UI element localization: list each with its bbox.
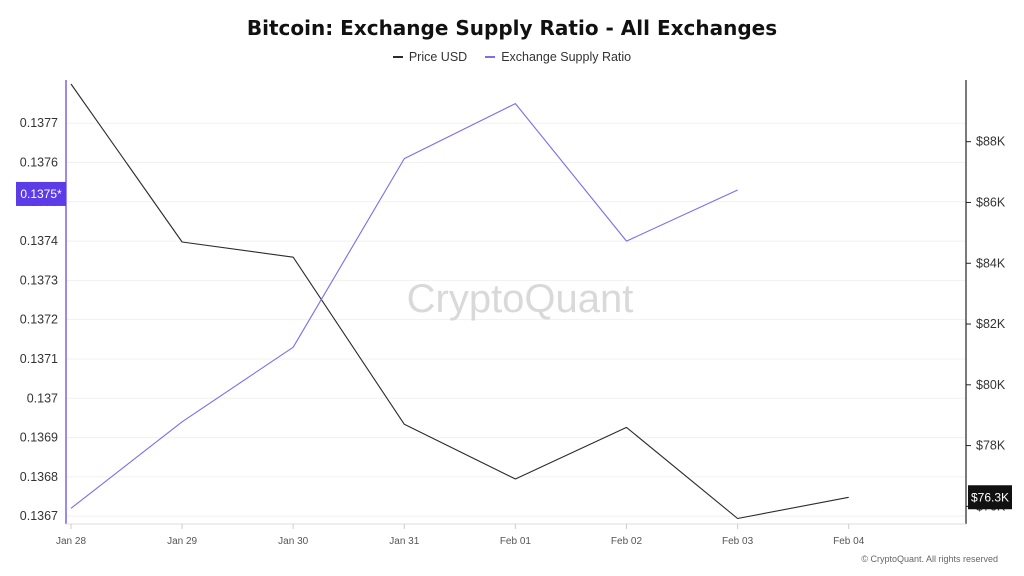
y-left-tick-label: 0.137 bbox=[27, 391, 58, 405]
y-right-tick-label: $80K bbox=[976, 378, 1006, 392]
legend-swatch-ratio bbox=[485, 56, 496, 58]
x-tick-label: Feb 01 bbox=[500, 536, 532, 547]
legend: Price USD Exchange Supply Ratio bbox=[0, 50, 1024, 64]
x-tick-label: Jan 31 bbox=[389, 536, 419, 547]
watermark: CryptoQuant bbox=[407, 277, 634, 321]
copyright-text: © CryptoQuant. All rights reserved bbox=[861, 554, 998, 564]
x-tick-label: Jan 29 bbox=[167, 536, 197, 547]
y-right-tick-label: $84K bbox=[976, 256, 1006, 270]
y-left-tick-label: 0.1367 bbox=[20, 509, 58, 523]
x-tick-label: Feb 03 bbox=[722, 536, 754, 547]
x-tick-label: Jan 30 bbox=[278, 536, 308, 547]
current-value-badge-left bbox=[16, 181, 66, 206]
current-value-label-right: $76.3K bbox=[971, 490, 1009, 504]
y-left-tick-label: 0.1368 bbox=[20, 470, 58, 484]
y-right-tick-label: $78K bbox=[976, 439, 1006, 453]
y-right-tick-label: $82K bbox=[976, 317, 1006, 331]
y-left-tick-label: 0.1377 bbox=[20, 116, 58, 130]
current-value-label-left: 0.1375* bbox=[20, 187, 62, 201]
legend-swatch-price bbox=[392, 56, 403, 58]
x-tick-label: Jan 28 bbox=[56, 536, 86, 547]
y-left-tick-label: 0.1374 bbox=[20, 234, 58, 248]
legend-item-price[interactable]: Price USD bbox=[392, 50, 468, 64]
x-tick-label: Feb 04 bbox=[833, 536, 865, 547]
legend-label-price: Price USD bbox=[408, 50, 468, 64]
y-left-tick-label: 0.1371 bbox=[20, 352, 58, 366]
y-left-tick-label: 0.1372 bbox=[20, 313, 58, 327]
current-value-badge-right bbox=[968, 485, 1012, 510]
chart-title: Bitcoin: Exchange Supply Ratio - All Exc… bbox=[246, 16, 778, 40]
x-tick-label: Feb 02 bbox=[611, 536, 643, 547]
y-left-tick-label: 0.1376 bbox=[20, 156, 58, 170]
legend-item-ratio[interactable]: Exchange Supply Ratio bbox=[485, 50, 631, 64]
legend-label-ratio: Exchange Supply Ratio bbox=[501, 50, 632, 64]
series-line-ratio bbox=[70, 103, 738, 509]
y-left-tick-label: 0.1369 bbox=[20, 431, 58, 445]
y-right-tick-label: $86K bbox=[976, 195, 1006, 209]
series-line-price bbox=[70, 83, 849, 520]
y-right-tick-label: $88K bbox=[976, 135, 1006, 149]
y-left-tick-label: 0.1373 bbox=[20, 273, 58, 287]
